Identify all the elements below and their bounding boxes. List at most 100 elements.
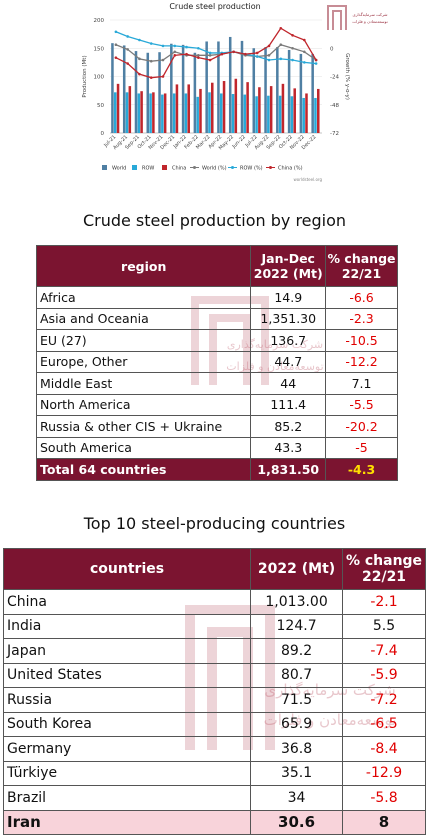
cell-value: 85.2: [250, 415, 327, 438]
cell-label: India: [2, 613, 252, 639]
bar-china: [258, 87, 261, 133]
bar-row: [278, 95, 282, 133]
line-china: [115, 27, 317, 79]
cell-value: 124.7: [250, 613, 344, 639]
bar-world: [122, 45, 126, 133]
y-tick-label: 150: [94, 46, 105, 52]
point-china: [244, 52, 247, 56]
bar-row: [125, 92, 129, 133]
y-tick-label: 100: [94, 75, 105, 81]
cell-value: 1,351.30: [250, 307, 327, 330]
cell-change: -5.9: [342, 662, 426, 688]
bar-world: [252, 48, 256, 133]
point-china: [126, 62, 129, 65]
cell-value: 44: [250, 372, 327, 395]
cell-change: -10.5: [325, 329, 398, 352]
point-china: [114, 56, 118, 59]
cell-label: Middle East: [35, 372, 252, 395]
region-row: Russia & other CIS + Ukraine 85.2 -20.2: [35, 415, 398, 438]
point-row: [126, 35, 129, 38]
bar-china: [211, 82, 214, 133]
cell-label: Türkiye: [2, 760, 252, 786]
point-world: [149, 59, 153, 63]
point-china: [208, 58, 212, 62]
point-china: [149, 76, 153, 79]
country-row: Russia 71.5 -7.2: [2, 687, 426, 713]
region-row: Asia and Oceania 1,351.30 -2.3: [35, 307, 398, 330]
country-row: South Korea 65.9 -6.5: [2, 711, 426, 737]
bar-row: [290, 96, 294, 133]
cell-value: 136.7: [250, 329, 327, 352]
cell-change: -12.9: [342, 760, 426, 786]
bar-world: [111, 43, 114, 133]
cell-label: Brazil: [2, 785, 252, 811]
cell-change: -2.1: [342, 589, 426, 615]
country-row: Brazil 34 -5.8: [2, 785, 426, 811]
y2-tick-label: -72: [330, 131, 339, 137]
bar-china: [140, 91, 143, 133]
bar-world: [193, 52, 197, 133]
bar-world: [287, 49, 291, 133]
region-row: Europe, Other 44.7 -12.2: [35, 350, 398, 373]
y-tick-label: 0: [101, 131, 105, 137]
point-china: [173, 54, 177, 57]
point-china: [185, 52, 188, 56]
bar-china: [175, 84, 179, 133]
bar-row: [255, 96, 258, 133]
bar-world: [276, 47, 279, 134]
region-table: region Jan-Dec 2022 (Mt) % change 22/21 …: [35, 245, 398, 481]
cell-value: 111.4: [250, 393, 327, 416]
region-row: South America 43.3 -5: [35, 436, 398, 459]
cell-change: -6.5: [342, 711, 426, 737]
bar-world: [134, 51, 138, 134]
bar-row: [302, 97, 305, 133]
point-world: [126, 48, 129, 51]
cell-change: -5: [325, 436, 398, 459]
cell-label: Russia & other CIS + Ukraine: [35, 415, 252, 438]
cell-change: -8.4: [342, 736, 426, 762]
cell-change: -12.2: [325, 350, 398, 373]
point-world: [208, 54, 212, 57]
cell-label: Germany: [2, 736, 252, 762]
bar-china: [281, 83, 285, 133]
cell-change: 7.1: [325, 372, 398, 395]
cell-label: Asia and Oceania: [35, 307, 252, 330]
bar-china: [187, 84, 190, 133]
logo-shape: [327, 5, 347, 30]
legend-label: World (%): [202, 166, 227, 172]
legend-label: World: [112, 166, 126, 172]
cell-change: 5.5: [342, 613, 426, 639]
logo-shape: [332, 10, 342, 30]
point-row: [279, 57, 283, 61]
country-row: India 124.7 5.5: [2, 613, 426, 639]
region-value-header: Jan-Dec 2022 (Mt): [250, 245, 327, 287]
bar-china: [199, 88, 202, 133]
bar-china: [305, 93, 308, 133]
chart-svg: Crude steel production 0 50 100 150 200 0 -24 -4…: [82, 2, 388, 182]
legend-swatch: [162, 165, 167, 170]
bar-china: [152, 92, 155, 133]
cell-change: -20.2: [325, 415, 398, 438]
cell-value: 89.2: [250, 638, 344, 664]
region-table-header: region Jan-Dec 2022 (Mt) % change 22/21: [35, 245, 398, 287]
region-row: Africa 14.9 -6.6: [35, 286, 398, 309]
legend-marker: [231, 166, 234, 169]
bar-row: [196, 96, 199, 133]
country-table: countries 2022 (Mt) % change 22/21 China…: [2, 548, 426, 835]
cell-label: EU (27): [35, 329, 252, 352]
point-china: [303, 38, 306, 42]
bar-china: [246, 82, 249, 133]
country-row: United States 80.7 -5.9: [2, 662, 426, 688]
country-value-header: 2022 (Mt): [250, 548, 344, 590]
y2-axis-label: Growth (% y-o-y): [344, 53, 350, 100]
line-world: [115, 43, 317, 62]
cell-value: 65.9: [250, 711, 344, 737]
bar-row: [267, 95, 270, 133]
cell-value: 36.8: [250, 736, 344, 762]
point-row: [291, 58, 294, 62]
bar-row: [161, 94, 164, 133]
chart-source: worldsteel.org: [293, 177, 322, 182]
country-row: Japan 89.2 -7.4: [2, 638, 426, 664]
country-highlight-row-iran: Iran 30.6 8: [2, 809, 426, 835]
point-world: [267, 54, 271, 57]
